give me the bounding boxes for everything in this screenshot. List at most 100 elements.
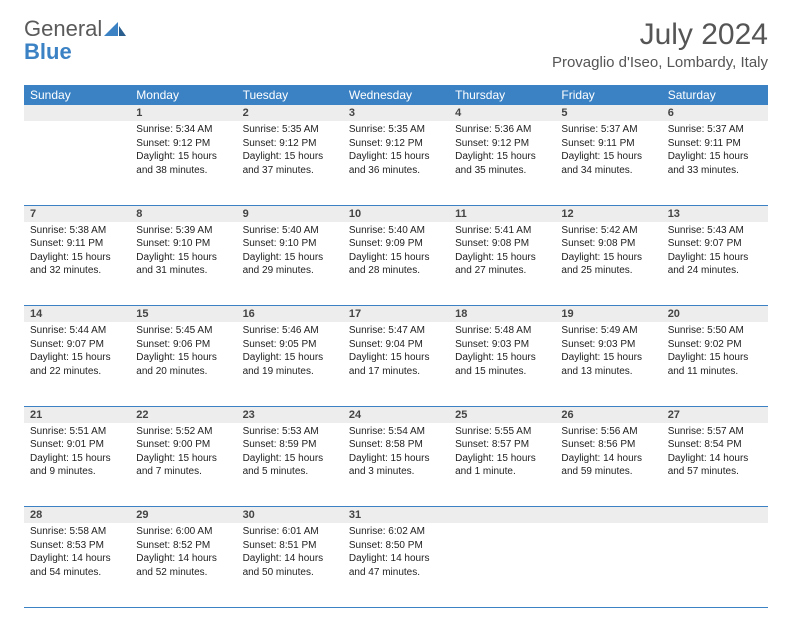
sunset-text: Sunset: 9:02 PM bbox=[668, 338, 762, 352]
sunset-text: Sunset: 9:01 PM bbox=[30, 438, 124, 452]
daylight-text: Daylight: 15 hours and 36 minutes. bbox=[349, 150, 443, 177]
col-tuesday: Tuesday bbox=[237, 85, 343, 105]
sunrise-text: Sunrise: 5:43 AM bbox=[668, 224, 762, 238]
sunset-text: Sunset: 9:09 PM bbox=[349, 237, 443, 251]
day-cell-body: Sunrise: 5:38 AMSunset: 9:11 PMDaylight:… bbox=[24, 222, 130, 282]
day-cell-body: Sunrise: 5:55 AMSunset: 8:57 PMDaylight:… bbox=[449, 423, 555, 483]
day-cell-body: Sunrise: 5:42 AMSunset: 9:08 PMDaylight:… bbox=[555, 222, 661, 282]
day-cell: Sunrise: 5:47 AMSunset: 9:04 PMDaylight:… bbox=[343, 322, 449, 406]
sunrise-text: Sunrise: 6:02 AM bbox=[349, 525, 443, 539]
day-cell-body: Sunrise: 5:53 AMSunset: 8:59 PMDaylight:… bbox=[237, 423, 343, 483]
daylight-text: Daylight: 14 hours and 52 minutes. bbox=[136, 552, 230, 579]
calendar-table: Sunday Monday Tuesday Wednesday Thursday… bbox=[24, 85, 768, 608]
day-cell-body: Sunrise: 5:47 AMSunset: 9:04 PMDaylight:… bbox=[343, 322, 449, 382]
day-cell: Sunrise: 5:40 AMSunset: 9:10 PMDaylight:… bbox=[237, 222, 343, 306]
sunset-text: Sunset: 9:11 PM bbox=[561, 137, 655, 151]
day-cell-body: Sunrise: 5:48 AMSunset: 9:03 PMDaylight:… bbox=[449, 322, 555, 382]
title-block: July 2024 Provaglio d'Iseo, Lombardy, It… bbox=[552, 18, 768, 71]
sunset-text: Sunset: 8:52 PM bbox=[136, 539, 230, 553]
sunrise-text: Sunrise: 5:40 AM bbox=[243, 224, 337, 238]
day-cell-body: Sunrise: 5:35 AMSunset: 9:12 PMDaylight:… bbox=[237, 121, 343, 181]
sunrise-text: Sunrise: 5:38 AM bbox=[30, 224, 124, 238]
col-friday: Friday bbox=[555, 85, 661, 105]
day-cell-body: Sunrise: 5:39 AMSunset: 9:10 PMDaylight:… bbox=[130, 222, 236, 282]
day-number: 23 bbox=[237, 406, 343, 423]
day-number: 13 bbox=[662, 205, 768, 222]
sunset-text: Sunset: 9:07 PM bbox=[668, 237, 762, 251]
day-cell: Sunrise: 5:39 AMSunset: 9:10 PMDaylight:… bbox=[130, 222, 236, 306]
day-cell-body: Sunrise: 5:54 AMSunset: 8:58 PMDaylight:… bbox=[343, 423, 449, 483]
day-number: 9 bbox=[237, 205, 343, 222]
day-cell: Sunrise: 5:37 AMSunset: 9:11 PMDaylight:… bbox=[662, 121, 768, 205]
day-cell: Sunrise: 5:48 AMSunset: 9:03 PMDaylight:… bbox=[449, 322, 555, 406]
sunrise-text: Sunrise: 5:48 AM bbox=[455, 324, 549, 338]
day-number bbox=[662, 507, 768, 524]
day-number: 6 bbox=[662, 105, 768, 121]
sunrise-text: Sunrise: 5:37 AM bbox=[668, 123, 762, 137]
col-sunday: Sunday bbox=[24, 85, 130, 105]
day-number: 25 bbox=[449, 406, 555, 423]
sunset-text: Sunset: 9:07 PM bbox=[30, 338, 124, 352]
sunrise-text: Sunrise: 5:44 AM bbox=[30, 324, 124, 338]
day-cell: Sunrise: 5:56 AMSunset: 8:56 PMDaylight:… bbox=[555, 423, 661, 507]
daylight-text: Daylight: 15 hours and 3 minutes. bbox=[349, 452, 443, 479]
week-row: Sunrise: 5:44 AMSunset: 9:07 PMDaylight:… bbox=[24, 322, 768, 406]
week-row: Sunrise: 5:51 AMSunset: 9:01 PMDaylight:… bbox=[24, 423, 768, 507]
day-number: 30 bbox=[237, 507, 343, 524]
day-number: 22 bbox=[130, 406, 236, 423]
sunset-text: Sunset: 9:12 PM bbox=[349, 137, 443, 151]
day-cell: Sunrise: 5:57 AMSunset: 8:54 PMDaylight:… bbox=[662, 423, 768, 507]
daylight-text: Daylight: 15 hours and 27 minutes. bbox=[455, 251, 549, 278]
daylight-text: Daylight: 15 hours and 31 minutes. bbox=[136, 251, 230, 278]
sunrise-text: Sunrise: 5:50 AM bbox=[668, 324, 762, 338]
location-label: Provaglio d'Iseo, Lombardy, Italy bbox=[552, 54, 768, 71]
day-number: 24 bbox=[343, 406, 449, 423]
sunset-text: Sunset: 9:04 PM bbox=[349, 338, 443, 352]
day-number: 12 bbox=[555, 205, 661, 222]
day-cell-body: Sunrise: 5:41 AMSunset: 9:08 PMDaylight:… bbox=[449, 222, 555, 282]
daylight-text: Daylight: 15 hours and 9 minutes. bbox=[30, 452, 124, 479]
day-cell: Sunrise: 5:40 AMSunset: 9:09 PMDaylight:… bbox=[343, 222, 449, 306]
sunrise-text: Sunrise: 5:41 AM bbox=[455, 224, 549, 238]
day-cell-body: Sunrise: 5:37 AMSunset: 9:11 PMDaylight:… bbox=[662, 121, 768, 181]
day-cell: Sunrise: 5:55 AMSunset: 8:57 PMDaylight:… bbox=[449, 423, 555, 507]
daylight-text: Daylight: 15 hours and 33 minutes. bbox=[668, 150, 762, 177]
day-cell: Sunrise: 6:00 AMSunset: 8:52 PMDaylight:… bbox=[130, 523, 236, 607]
day-cell-body: Sunrise: 5:56 AMSunset: 8:56 PMDaylight:… bbox=[555, 423, 661, 483]
day-cell: Sunrise: 5:41 AMSunset: 9:08 PMDaylight:… bbox=[449, 222, 555, 306]
week-daynum-row: 14151617181920 bbox=[24, 306, 768, 323]
day-number: 10 bbox=[343, 205, 449, 222]
day-cell: Sunrise: 5:42 AMSunset: 9:08 PMDaylight:… bbox=[555, 222, 661, 306]
week-daynum-row: 123456 bbox=[24, 105, 768, 121]
day-cell-body: Sunrise: 5:43 AMSunset: 9:07 PMDaylight:… bbox=[662, 222, 768, 282]
sunrise-text: Sunrise: 5:47 AM bbox=[349, 324, 443, 338]
day-number: 8 bbox=[130, 205, 236, 222]
sunset-text: Sunset: 9:06 PM bbox=[136, 338, 230, 352]
sunrise-text: Sunrise: 5:53 AM bbox=[243, 425, 337, 439]
day-cell-body: Sunrise: 5:52 AMSunset: 9:00 PMDaylight:… bbox=[130, 423, 236, 483]
day-cell-body: Sunrise: 5:37 AMSunset: 9:11 PMDaylight:… bbox=[555, 121, 661, 181]
day-cell-body: Sunrise: 6:00 AMSunset: 8:52 PMDaylight:… bbox=[130, 523, 236, 583]
day-cell-body bbox=[555, 523, 661, 529]
sunrise-text: Sunrise: 5:37 AM bbox=[561, 123, 655, 137]
sunset-text: Sunset: 9:08 PM bbox=[561, 237, 655, 251]
col-wednesday: Wednesday bbox=[343, 85, 449, 105]
brand-logo: General Blue bbox=[24, 18, 126, 64]
day-cell: Sunrise: 5:45 AMSunset: 9:06 PMDaylight:… bbox=[130, 322, 236, 406]
week-daynum-row: 78910111213 bbox=[24, 205, 768, 222]
sunset-text: Sunset: 8:50 PM bbox=[349, 539, 443, 553]
day-cell: Sunrise: 5:38 AMSunset: 9:11 PMDaylight:… bbox=[24, 222, 130, 306]
day-number: 29 bbox=[130, 507, 236, 524]
day-number: 3 bbox=[343, 105, 449, 121]
day-cell: Sunrise: 5:54 AMSunset: 8:58 PMDaylight:… bbox=[343, 423, 449, 507]
day-cell: Sunrise: 5:50 AMSunset: 9:02 PMDaylight:… bbox=[662, 322, 768, 406]
day-cell-body: Sunrise: 5:50 AMSunset: 9:02 PMDaylight:… bbox=[662, 322, 768, 382]
daylight-text: Daylight: 15 hours and 1 minute. bbox=[455, 452, 549, 479]
sunset-text: Sunset: 9:12 PM bbox=[243, 137, 337, 151]
daylight-text: Daylight: 14 hours and 50 minutes. bbox=[243, 552, 337, 579]
sunset-text: Sunset: 9:10 PM bbox=[243, 237, 337, 251]
day-cell-body: Sunrise: 5:36 AMSunset: 9:12 PMDaylight:… bbox=[449, 121, 555, 181]
daylight-text: Daylight: 14 hours and 57 minutes. bbox=[668, 452, 762, 479]
day-cell: Sunrise: 5:53 AMSunset: 8:59 PMDaylight:… bbox=[237, 423, 343, 507]
day-cell: Sunrise: 6:02 AMSunset: 8:50 PMDaylight:… bbox=[343, 523, 449, 607]
